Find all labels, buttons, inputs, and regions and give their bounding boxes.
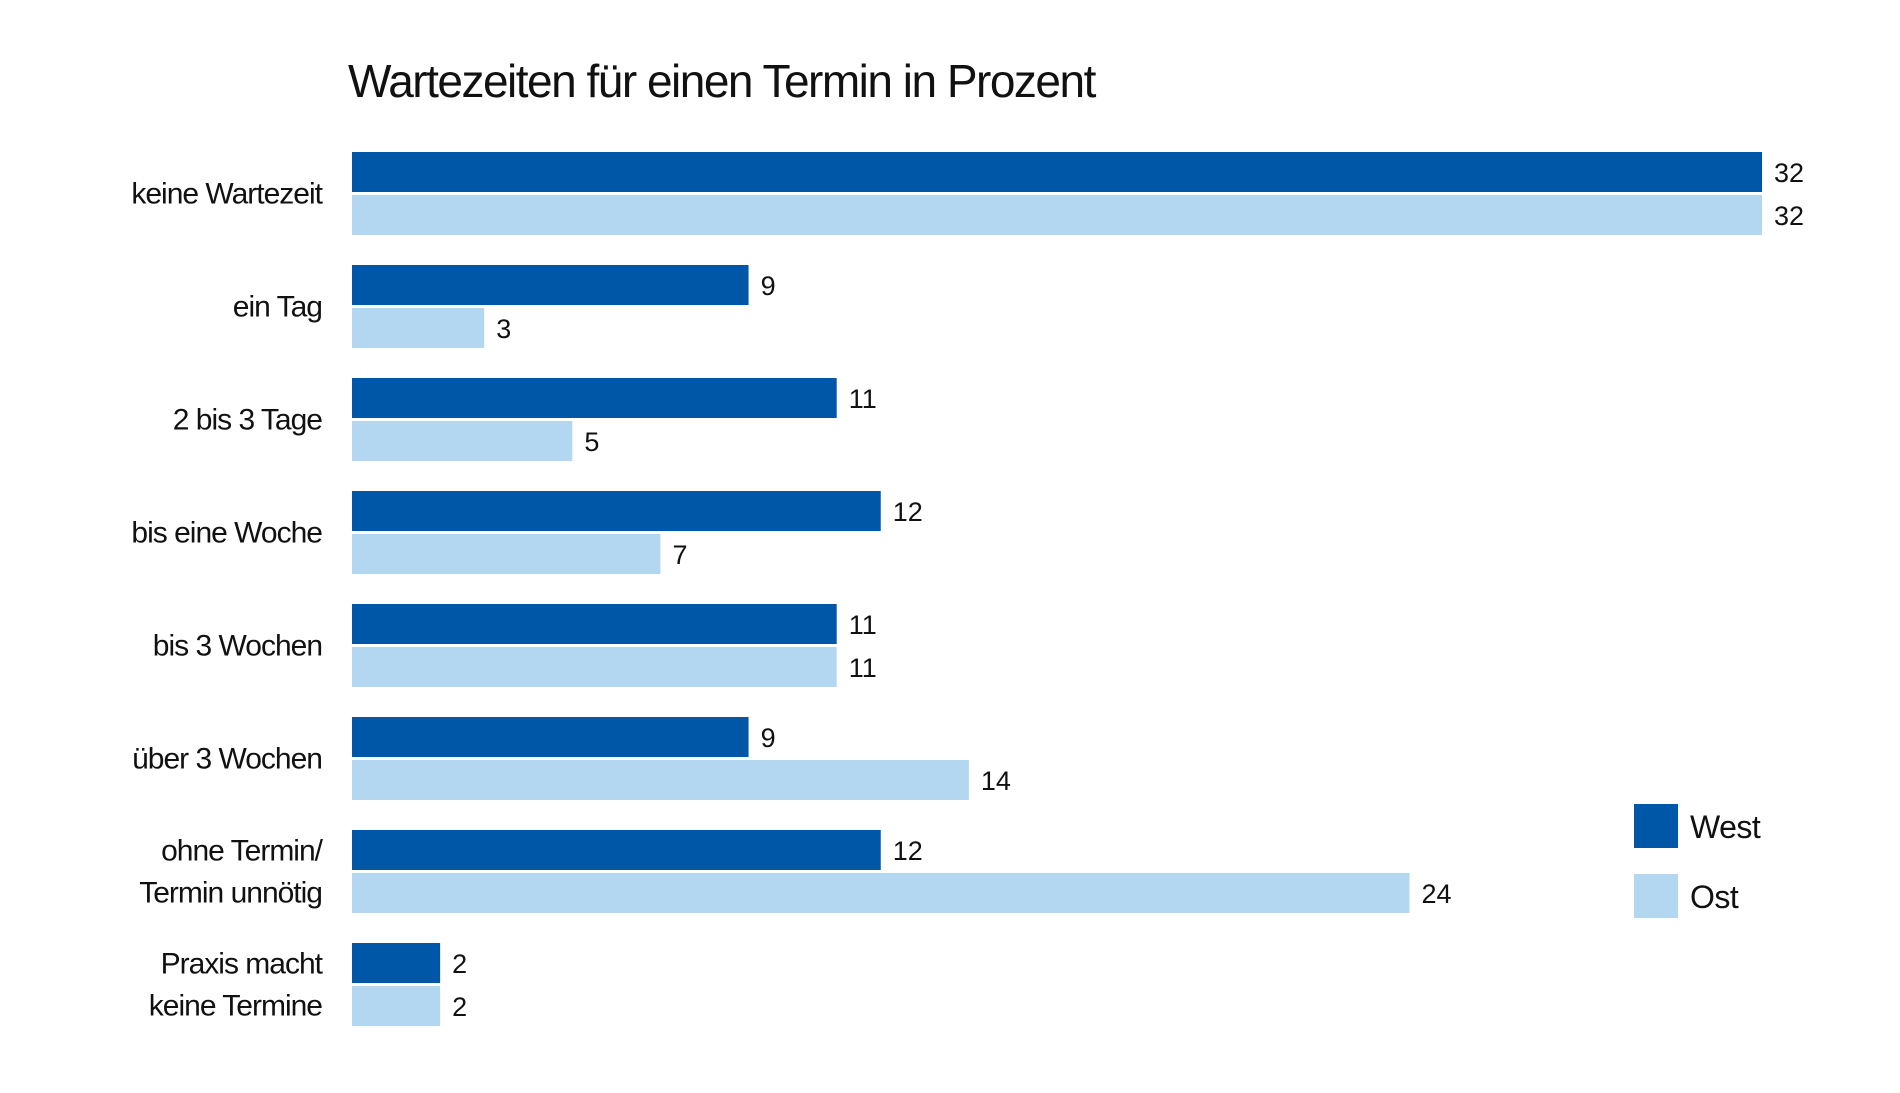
value-label-ost: 7 [672, 540, 687, 570]
bar-ost [352, 760, 969, 800]
category-label: keine Wartezeit [131, 178, 323, 211]
bar-west [352, 378, 837, 418]
category-label: Praxis macht [161, 948, 324, 981]
value-label-west: 11 [849, 610, 877, 640]
value-label-ost: 32 [1774, 201, 1804, 231]
bars-group [352, 152, 1762, 1026]
legend-label-west: West [1690, 809, 1761, 845]
bar-west [352, 943, 441, 983]
value-label-west: 2 [452, 949, 467, 979]
bar-ost [352, 534, 661, 574]
category-label: über 3 Wochen [132, 743, 322, 776]
bar-ost [352, 647, 837, 687]
value-label-ost: 3 [496, 314, 511, 344]
category-label: Termin unnötig [139, 877, 322, 910]
category-label: 2 bis 3 Tage [173, 404, 323, 437]
value-label-ost: 24 [1422, 879, 1452, 909]
bar-ost [352, 421, 573, 461]
labels-group: 32 32 keine Wartezeit 9 3 ein Tag 11 5 2 bis 3 T… [131, 158, 1804, 1023]
bar-west [352, 717, 749, 757]
category-label: ein Tag [233, 291, 322, 324]
value-label-ost: 5 [584, 427, 599, 457]
legend: West Ost [1634, 804, 1761, 918]
value-label-west: 11 [849, 384, 877, 414]
value-label-ost: 11 [849, 653, 877, 683]
bar-west [352, 491, 881, 531]
bar-ost [352, 195, 1762, 235]
category-label: bis eine Woche [131, 517, 322, 550]
bar-west [352, 265, 749, 305]
value-label-west: 9 [761, 723, 776, 753]
legend-swatch-west [1634, 804, 1678, 848]
chart-title: Wartezeiten für einen Termin in Prozent [348, 55, 1097, 107]
bar-west [352, 830, 881, 870]
category-label: keine Termine [149, 990, 323, 1023]
value-label-ost: 14 [981, 766, 1011, 796]
value-label-west: 32 [1774, 158, 1804, 188]
legend-label-ost: Ost [1690, 879, 1739, 915]
value-label-ost: 2 [452, 992, 467, 1022]
bar-west [352, 604, 837, 644]
category-label: ohne Termin/ [161, 835, 324, 868]
bar-ost [352, 308, 485, 348]
value-label-west: 12 [893, 497, 923, 527]
category-label: bis 3 Wochen [153, 630, 322, 663]
bar-ost [352, 873, 1410, 913]
value-label-west: 9 [761, 271, 776, 301]
bar-west [352, 152, 1762, 192]
bar-ost [352, 986, 441, 1026]
legend-swatch-ost [1634, 874, 1678, 918]
value-label-west: 12 [893, 836, 923, 866]
